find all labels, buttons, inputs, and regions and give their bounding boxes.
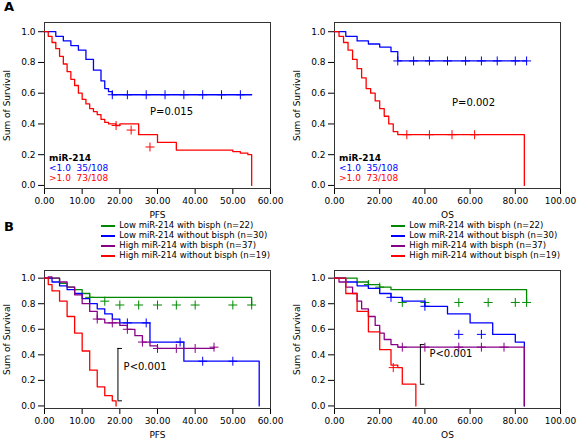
svg-text:50.00: 50.00 — [220, 196, 246, 206]
svg-text:P=0.015: P=0.015 — [150, 106, 193, 117]
svg-text:20.00: 20.00 — [107, 416, 133, 426]
svg-text:P=0.002: P=0.002 — [452, 97, 495, 108]
svg-text:Sum of Survival: Sum of Survival — [292, 70, 302, 141]
svg-text:20.00: 20.00 — [107, 196, 133, 206]
svg-text:0.2: 0.2 — [311, 375, 325, 385]
svg-text:P<0.001: P<0.001 — [124, 361, 167, 372]
svg-text:10.00: 10.00 — [69, 416, 95, 426]
svg-text:20.00: 20.00 — [367, 416, 393, 426]
svg-text:1.0: 1.0 — [311, 27, 326, 37]
svg-text:0.6: 0.6 — [311, 324, 326, 334]
svg-text:1.0: 1.0 — [21, 27, 36, 37]
svg-text:0.8: 0.8 — [311, 299, 326, 309]
svg-text:0.0: 0.0 — [311, 401, 326, 411]
svg-text:50.00: 50.00 — [220, 416, 246, 426]
svg-text:0.8: 0.8 — [311, 57, 326, 67]
svg-text:Sum of Survival: Sum of Survival — [292, 304, 302, 375]
svg-text:0.2: 0.2 — [311, 150, 325, 160]
html-text:High miR-214 with bisph (n=37): High miR-214 with bisph (n=37) — [119, 240, 257, 250]
html-text:<1.0 35/108: <1.0 35/108 — [49, 163, 109, 173]
svg-text:0.4: 0.4 — [21, 350, 36, 360]
svg-text:0.00: 0.00 — [324, 196, 344, 206]
svg-text:60.00: 60.00 — [258, 416, 284, 426]
svg-text:0.4: 0.4 — [311, 350, 326, 360]
svg-text:0.8: 0.8 — [21, 299, 36, 309]
svg-text:40.00: 40.00 — [182, 416, 208, 426]
svg-text:0.00: 0.00 — [34, 196, 54, 206]
svg-text:0.6: 0.6 — [21, 324, 36, 334]
svg-text:0.0: 0.0 — [21, 180, 36, 190]
svg-text:0.8: 0.8 — [21, 57, 36, 67]
svg-text:80.00: 80.00 — [502, 196, 528, 206]
svg-text:0.2: 0.2 — [21, 375, 35, 385]
svg-text:P<0.001: P<0.001 — [429, 348, 472, 359]
svg-text:0.00: 0.00 — [34, 416, 54, 426]
svg-text:PFS: PFS — [149, 430, 165, 440]
svg-text:0.0: 0.0 — [21, 401, 36, 411]
svg-text:Sum of Survival: Sum of Survival — [2, 304, 12, 375]
html-text:miR-214: miR-214 — [339, 153, 381, 163]
html-text:A: A — [4, 0, 15, 14]
html-text:>1.0 73/108: >1.0 73/108 — [339, 173, 399, 183]
svg-text:1.0: 1.0 — [21, 273, 36, 283]
svg-text:0.2: 0.2 — [21, 150, 35, 160]
html-text:B: B — [4, 219, 14, 234]
html-text:Low miR-214 with bisph (n=22): Low miR-214 with bisph (n=22) — [409, 220, 544, 230]
html-text:>1.0 73/108: >1.0 73/108 — [49, 173, 109, 183]
svg-text:60.00: 60.00 — [457, 416, 483, 426]
html-text:High miR-214 without bisph (n=: High miR-214 without bisph (n=19) — [119, 250, 270, 260]
svg-text:OS: OS — [441, 210, 454, 220]
svg-text:100.00: 100.00 — [545, 196, 577, 206]
svg-text:60.00: 60.00 — [457, 196, 483, 206]
html-text:High miR-214 with bisph (n=37): High miR-214 with bisph (n=37) — [409, 240, 547, 250]
svg-text:80.00: 80.00 — [502, 416, 528, 426]
svg-text:0.4: 0.4 — [311, 119, 326, 129]
svg-text:40.00: 40.00 — [412, 196, 438, 206]
svg-text:OS: OS — [441, 430, 454, 440]
svg-text:10.00: 10.00 — [69, 196, 95, 206]
svg-text:0.6: 0.6 — [21, 88, 36, 98]
svg-text:0.0: 0.0 — [311, 180, 326, 190]
svg-text:0.4: 0.4 — [21, 119, 36, 129]
svg-text:1.0: 1.0 — [311, 273, 326, 283]
html-text:Low miR-214 without bisph (n=3: Low miR-214 without bisph (n=30) — [409, 230, 558, 240]
svg-text:0.6: 0.6 — [311, 88, 326, 98]
svg-text:0.00: 0.00 — [324, 416, 344, 426]
html-text:High miR-214 without bisph (n=: High miR-214 without bisph (n=19) — [409, 250, 560, 260]
html-text:miR-214: miR-214 — [49, 153, 91, 163]
svg-text:30.00: 30.00 — [145, 416, 171, 426]
html-text:Low miR-214 with bisph (n=22): Low miR-214 with bisph (n=22) — [119, 220, 254, 230]
svg-text:20.00: 20.00 — [367, 196, 393, 206]
html-text:Low miR-214 without bisph (n=3: Low miR-214 without bisph (n=30) — [119, 230, 268, 240]
html-text:<1.0 35/108: <1.0 35/108 — [339, 163, 399, 173]
svg-text:60.00: 60.00 — [258, 196, 284, 206]
svg-text:Sum of Survival: Sum of Survival — [2, 70, 12, 141]
svg-text:100.00: 100.00 — [545, 416, 577, 426]
svg-text:PFS: PFS — [149, 210, 165, 220]
svg-text:40.00: 40.00 — [412, 416, 438, 426]
svg-text:30.00: 30.00 — [145, 196, 171, 206]
svg-text:40.00: 40.00 — [182, 196, 208, 206]
